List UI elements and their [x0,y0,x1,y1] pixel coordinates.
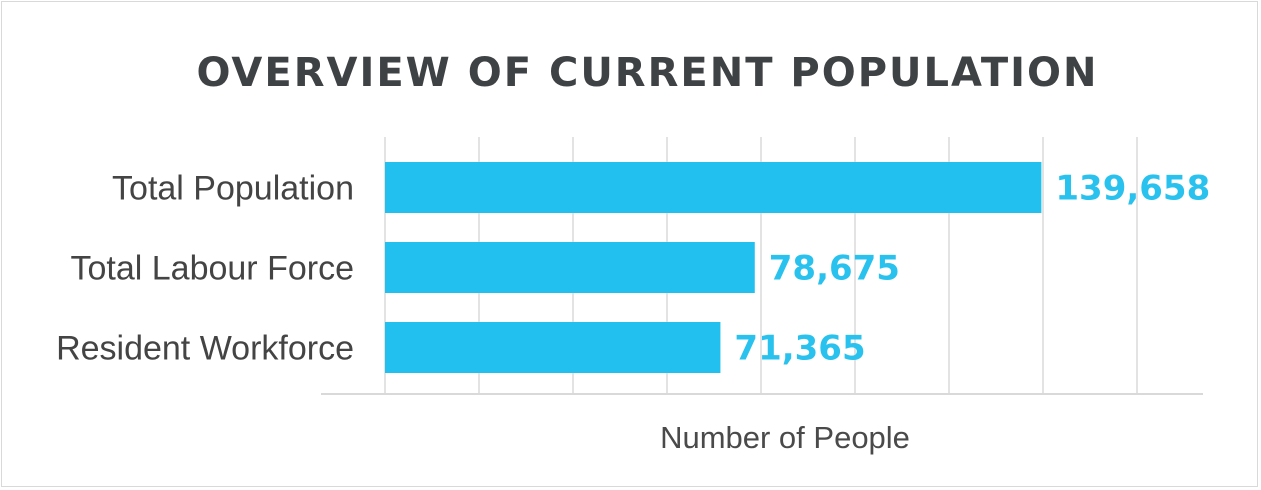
bar [385,242,755,293]
category-label: Resident Workforce [56,330,354,368]
category-labels: Total Population Total Labour Force Reside… [56,170,354,368]
value-label: 139,658 [1055,169,1210,209]
chart-title: OVERVIEW OF CURRENT POPULATION [196,50,1099,96]
value-labels: 139,658 78,675 71,365 [734,169,1210,369]
value-label: 71,365 [734,329,865,369]
category-label: Total Labour Force [71,250,355,288]
x-axis-title: Number of People [660,420,910,455]
value-label: 78,675 [769,249,900,289]
bar [385,162,1042,213]
bar [385,322,721,373]
category-label: Total Population [112,170,354,208]
bars [385,162,1042,373]
